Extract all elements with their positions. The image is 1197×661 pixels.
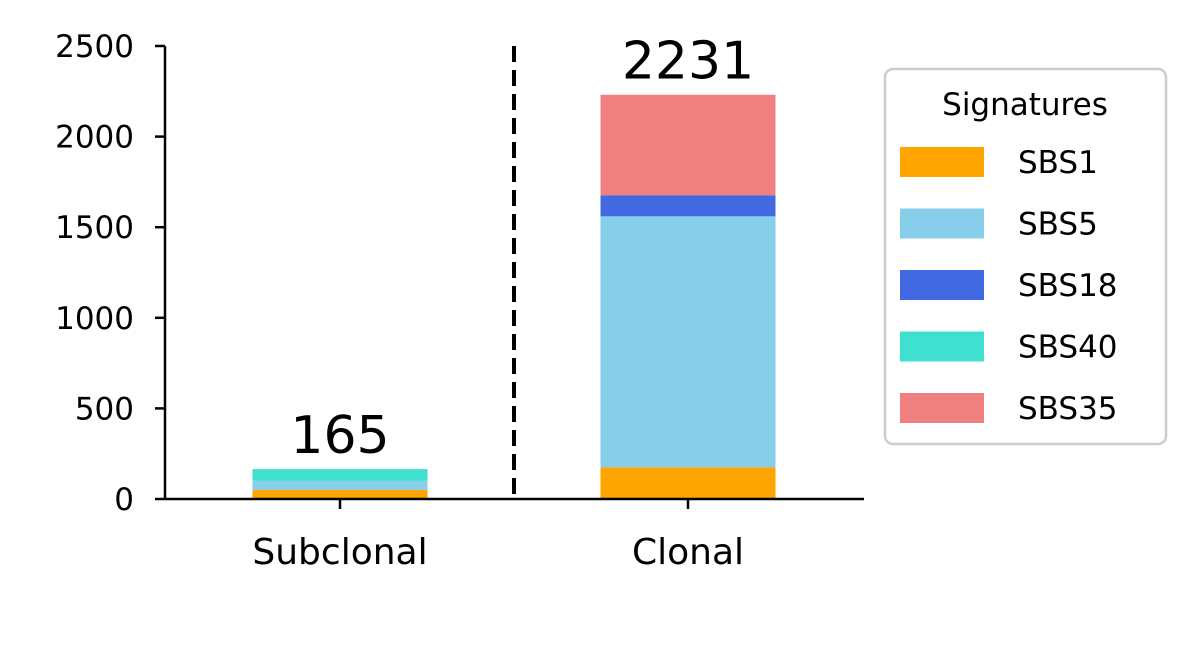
y-tick-label: 500 [75, 391, 134, 427]
legend-swatch-sbs5 [900, 208, 984, 239]
bar-segment-sbs5-subclonal [252, 480, 428, 490]
x-tick-label-clonal: Clonal [632, 532, 744, 573]
legend-label-sbs40: SBS40 [1018, 330, 1118, 366]
y-tick-label: 1500 [55, 210, 134, 246]
legend-label-sbs18: SBS18 [1018, 268, 1118, 304]
legend-swatch-sbs18 [900, 270, 984, 300]
legend-label-sbs1: SBS1 [1018, 145, 1098, 181]
bar-segment-sbs40-subclonal [252, 469, 428, 481]
bar-segment-sbs5-clonal [600, 216, 776, 468]
legend-swatch-sbs40 [900, 331, 984, 362]
y-tick-label: 2500 [55, 29, 134, 65]
x-axis-ticks: Subclonal Clonal [252, 499, 744, 573]
legend-frame [883, 67, 1168, 446]
bar-segment-sbs1-subclonal [252, 489, 428, 499]
bar-segment-sbs35-clonal [600, 94, 776, 196]
y-tick-label: 2000 [55, 120, 134, 156]
legend-label-sbs35: SBS35 [1018, 391, 1118, 427]
bar-segment-sbs18-clonal [600, 195, 776, 217]
legend-swatch-sbs35 [900, 393, 984, 423]
bar-segment-sbs1-clonal [600, 467, 776, 499]
y-tick-label: 1000 [55, 301, 134, 337]
x-tick-label-subclonal: Subclonal [252, 532, 427, 573]
bar-total-label-clonal: 2231 [622, 32, 754, 92]
legend: Signatures SBS1 SBS5 SBS18 SBS40 SBS35 [883, 67, 1168, 446]
legend-label-sbs5: SBS5 [1018, 207, 1098, 243]
legend-swatch-sbs1 [900, 147, 984, 177]
plot-area [252, 94, 776, 499]
bar-total-labels: 165 2231 [290, 32, 754, 466]
y-axis-ticks: 0 500 1000 1500 2000 2500 [55, 29, 165, 518]
y-tick-label: 0 [114, 482, 134, 518]
bar-total-label-subclonal: 165 [290, 406, 389, 466]
legend-title: Signatures [942, 87, 1108, 123]
legend-items: SBS1 SBS5 SBS18 SBS40 SBS35 [900, 145, 1118, 427]
